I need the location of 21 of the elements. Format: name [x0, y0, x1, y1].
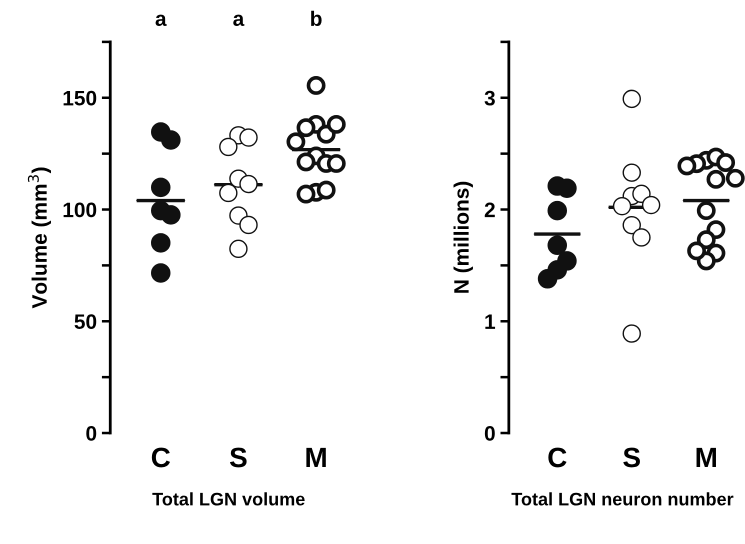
y-tick-label: 150 — [64, 90, 96, 106]
x-tick-label: S — [230, 448, 247, 468]
text: b — [311, 10, 322, 26]
y-tick-label: 0 — [484, 426, 495, 441]
y-tick-label: 100 — [64, 202, 96, 218]
x-tick-label: M — [306, 448, 326, 468]
x-axis-title: Total LGN neuron number — [511, 492, 734, 506]
x-tick-label: C — [548, 448, 567, 468]
text: a — [156, 14, 167, 26]
y-axis-title: N (millions) — [454, 182, 473, 293]
x-tick-label: M — [696, 448, 716, 468]
x-tick-label: C — [152, 448, 170, 468]
x-axis-title: Total LGN volume — [152, 492, 305, 506]
text: a — [233, 14, 244, 26]
y-tick-label: 2 — [484, 202, 495, 218]
y-tick-label: 0 — [86, 426, 96, 441]
y-tick-label: 3 — [484, 90, 495, 106]
y-tick-label: 50 — [74, 314, 96, 330]
x-tick-label: S — [623, 448, 640, 468]
y-axis-title: Volume (mm$^{3}$) — [28, 168, 51, 308]
y-tick-label: 1 — [485, 314, 496, 329]
